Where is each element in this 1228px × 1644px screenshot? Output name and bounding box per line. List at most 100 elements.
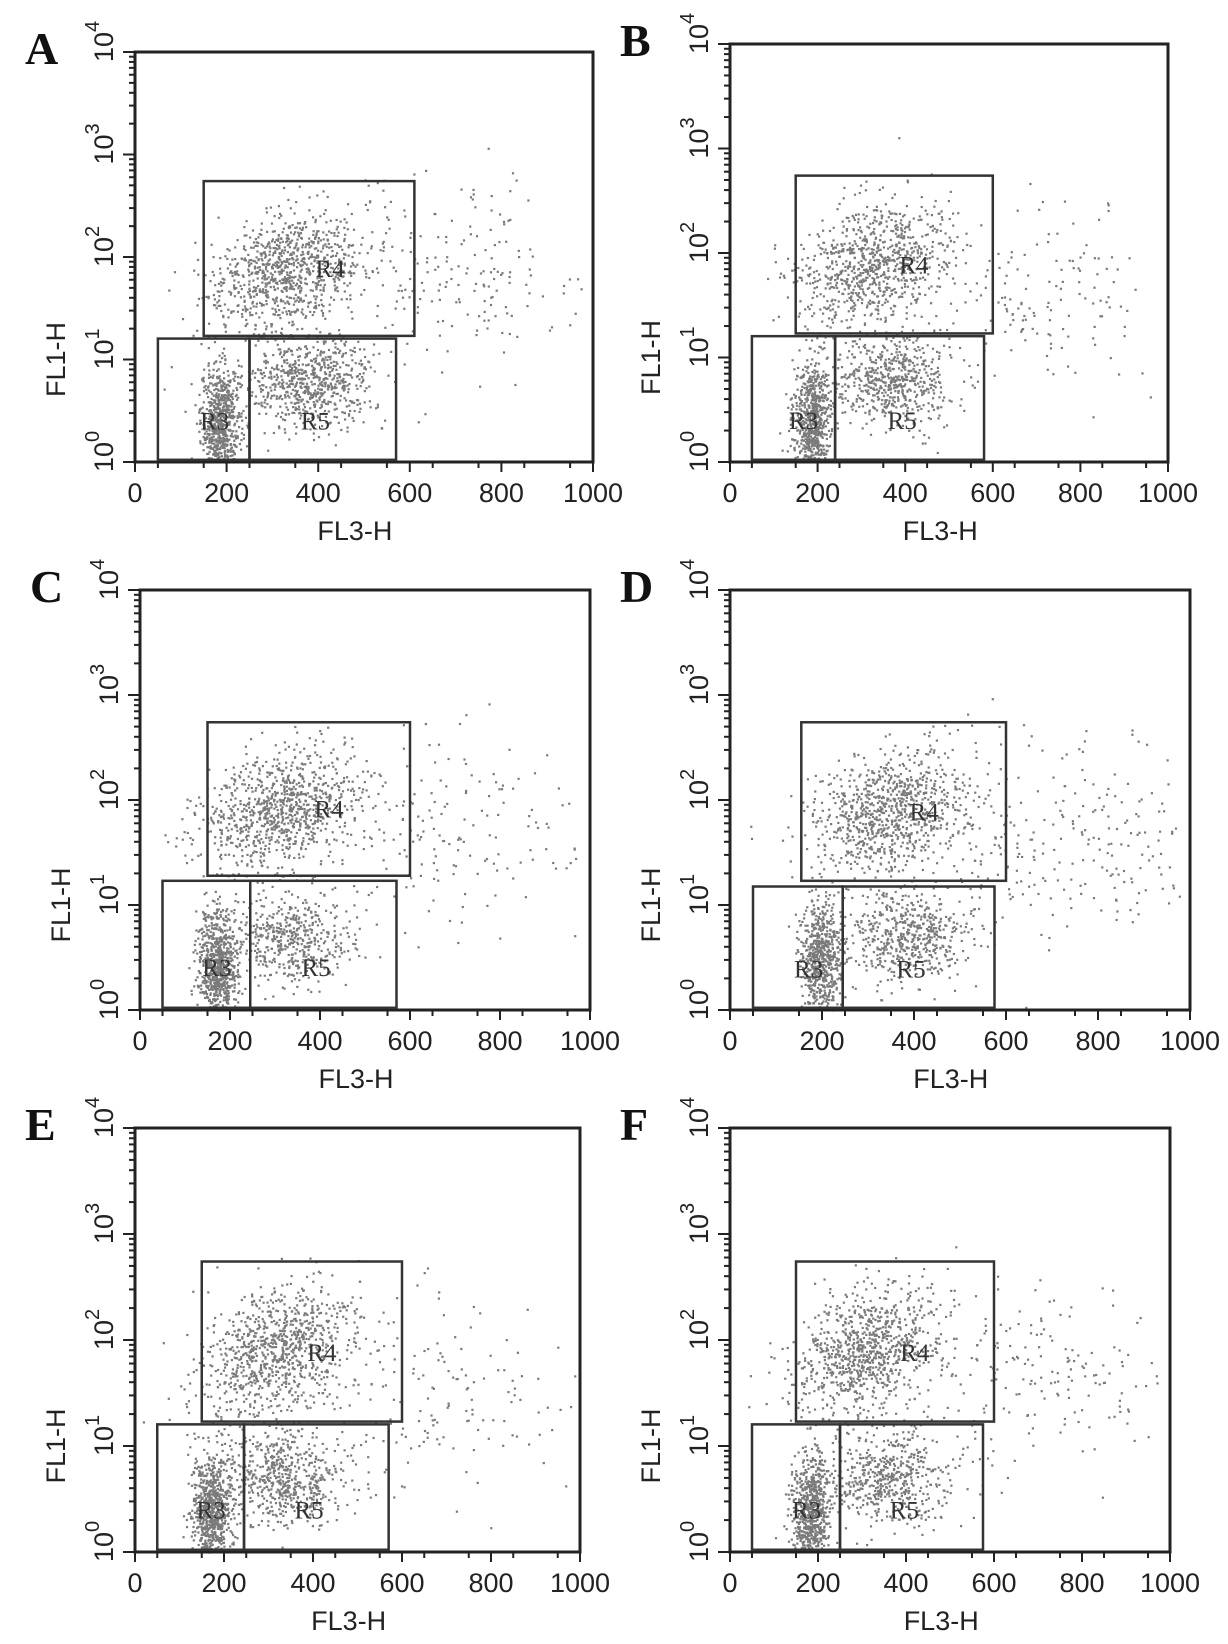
scatter-point [237,311,239,313]
scatter-point [255,324,257,326]
scatter-point [866,215,868,217]
scatter-point [216,377,218,379]
scatter-point [300,399,302,401]
scatter-point [295,385,297,387]
scatter-point [516,180,518,182]
scatter-point [329,304,331,306]
scatter-point [312,281,314,283]
scatter-point [219,257,221,259]
scatter-point [825,420,827,422]
scatter-point [925,372,927,374]
scatter-point [917,383,919,385]
scatter-point [877,313,879,315]
scatter-point [866,384,868,386]
scatter-point [909,221,911,223]
scatter-point [850,406,852,408]
scatter-point [1017,210,1019,212]
scatter-point [907,286,909,288]
scatter-point [811,445,813,447]
gate-r5 [835,336,984,460]
scatter-point [419,298,421,300]
scatter-point [213,399,215,401]
scatter-point [209,280,211,282]
scatter-point [894,268,896,270]
scatter-point [347,246,349,248]
scatter-point [779,432,781,434]
scatter-point [434,269,436,271]
scatter-point [306,355,308,357]
scatter-point [213,389,215,391]
y-axis-label: FL1-H [41,322,71,397]
scatter-point [260,229,262,231]
scatter-point [354,351,356,353]
scatter-point [302,301,304,303]
x-tick-label: 200 [204,478,249,508]
scatter-point [291,380,293,382]
scatter-point [866,248,868,250]
scatter-point [994,375,996,377]
scatter-point [458,265,460,267]
scatter-point [198,298,200,300]
scatter-point [266,325,268,327]
scatter-point [302,244,304,246]
scatter-point [1113,281,1115,283]
scatter-point [873,383,875,385]
scatter-point [266,231,268,233]
scatter-point [278,271,280,273]
scatter-point [268,263,270,265]
scatter-point [1049,319,1051,321]
scatter-point [223,402,225,404]
scatter-point [185,411,187,413]
scatter-point [207,396,209,398]
scatter-point [818,416,820,418]
scatter-point [269,245,271,247]
scatter-point [850,295,852,297]
scatter-point [290,232,292,234]
scatter-point [876,389,878,391]
scatter-point [226,399,228,401]
scatter-point [903,244,905,246]
scatter-point [923,381,925,383]
scatter-point [359,408,361,410]
scatter-point [304,392,306,394]
scatter-point [812,382,814,384]
scatter-point [324,391,326,393]
scatter-point [852,403,854,405]
scatter-point [351,376,353,378]
scatter-point [843,376,845,378]
scatter-point [872,379,874,381]
scatter-point [1094,326,1096,328]
scatter-point [353,229,355,231]
scatter-point [1078,281,1080,283]
scatter-point [915,371,917,373]
scatter-point [226,444,228,446]
scatter-point [224,453,226,455]
scatter-point [272,254,274,256]
scatter-point [276,379,278,381]
scatter-point [451,220,453,222]
scatter-point [451,325,453,327]
scatter-point [295,407,297,409]
scatter-point [473,193,475,195]
scatter-point [236,273,238,275]
scatter-point [885,365,887,367]
scatter-point [860,274,862,276]
scatter-point [806,282,808,284]
scatter-point [820,435,822,437]
scatter-point [445,236,447,238]
scatter-point [532,256,534,258]
scatter-point [834,299,836,301]
scatter-point [309,196,311,198]
y-tick-exponent: 4 [677,13,699,24]
scatter-point [313,230,315,232]
scatter-point [344,418,346,420]
scatter-point [312,346,314,348]
scatter-point [895,351,897,353]
scatter-point [236,263,238,265]
scatter-point [563,292,565,294]
scatter-point [846,228,848,230]
scatter-point [800,244,802,246]
scatter-point [344,238,346,240]
scatter-point [818,244,820,246]
scatter-point [348,272,350,274]
